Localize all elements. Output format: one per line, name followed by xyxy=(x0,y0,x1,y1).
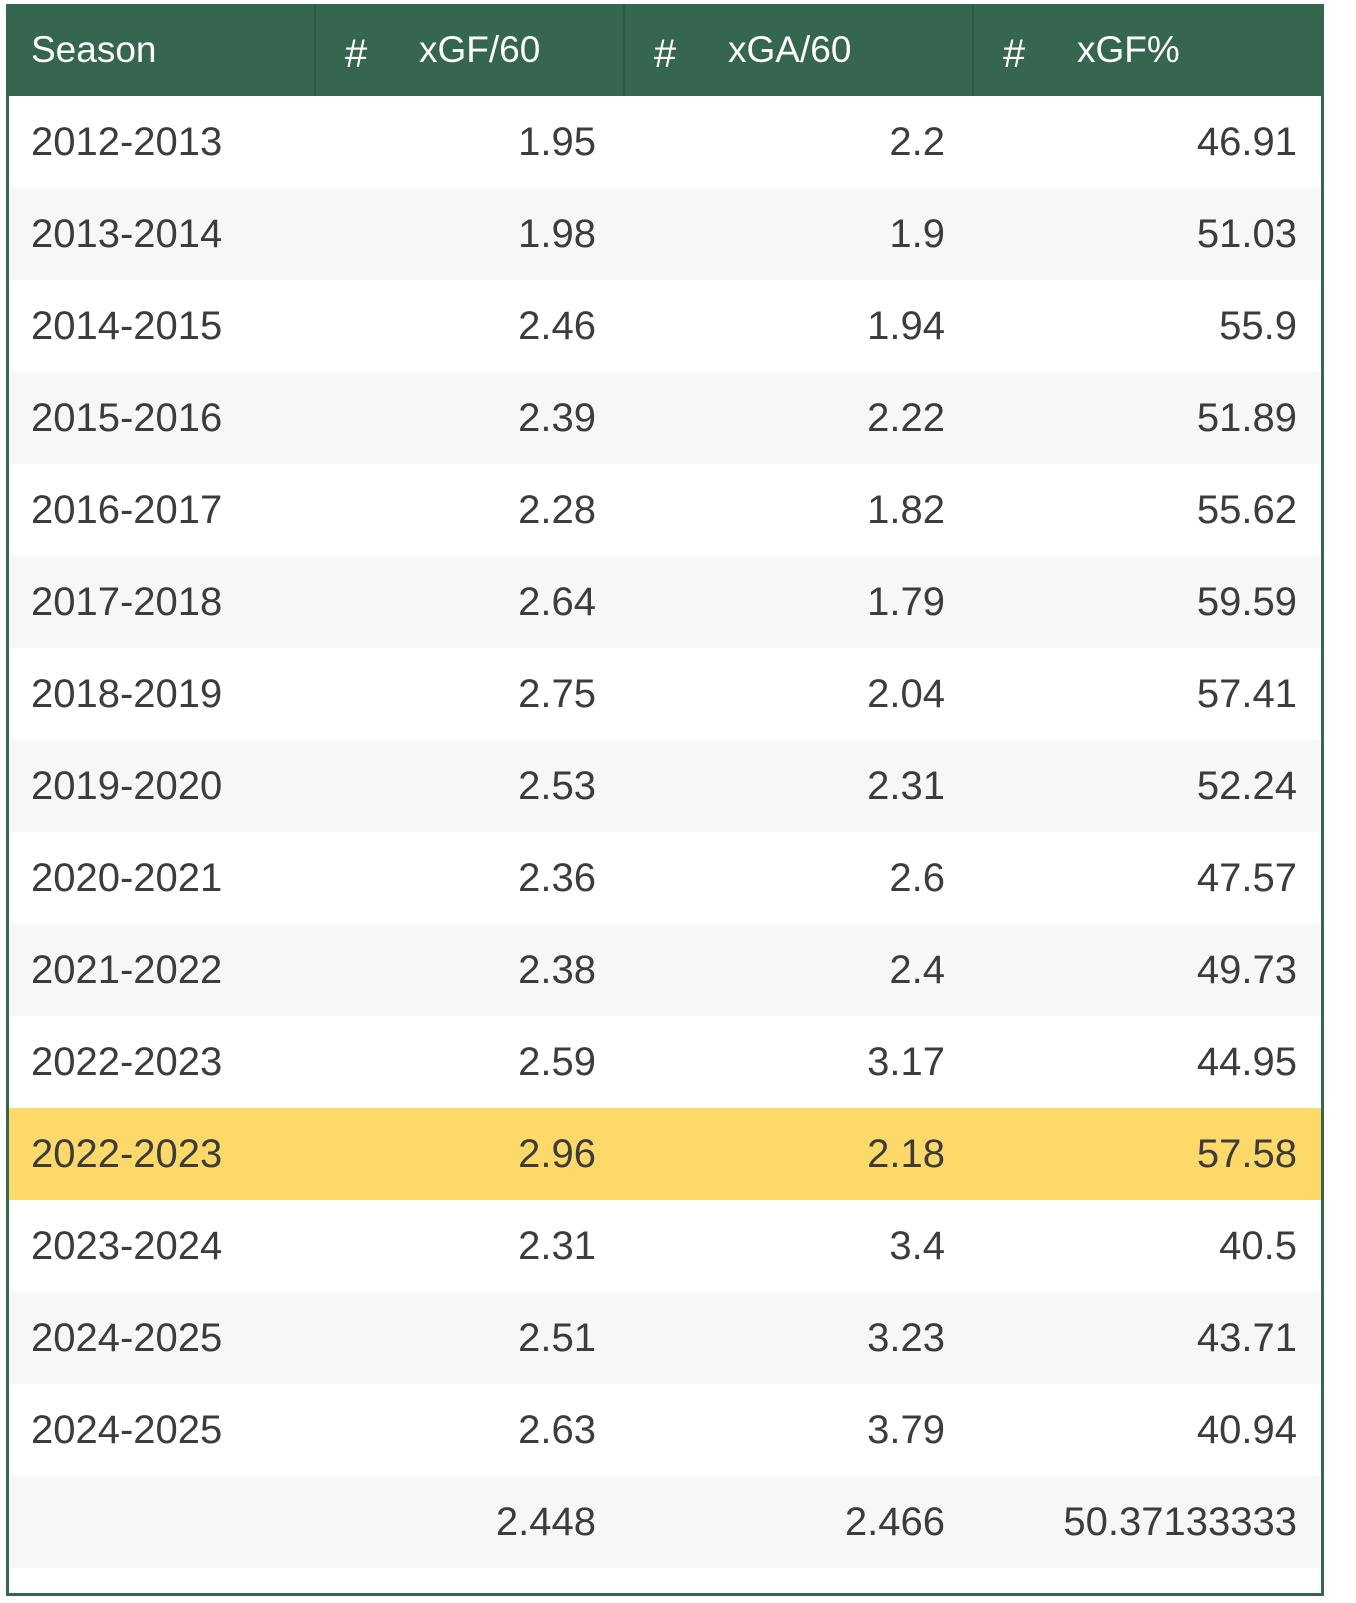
table-row[interactable]: 2016-2017 2.28 1.82 55.62 xyxy=(9,464,1321,556)
xgf60-cell[interactable]: 2.51 xyxy=(518,1316,596,1360)
season-cell[interactable]: 2012-2013 xyxy=(31,120,223,164)
table-row-highlighted[interactable]: 2022-2023 2.96 2.18 57.58 xyxy=(9,1108,1321,1200)
xgf-pct-cell[interactable]: 40.94 xyxy=(1196,1408,1297,1452)
season-cell[interactable]: 2015-2016 xyxy=(31,396,223,440)
xgf60-cell[interactable]: 2.63 xyxy=(518,1408,596,1452)
season-cell[interactable]: 2013-2014 xyxy=(31,212,223,256)
table-row[interactable]: 2021-2022 2.38 2.4 49.73 xyxy=(9,924,1321,1016)
xga60-cell[interactable]: 3.23 xyxy=(867,1316,945,1360)
summary-row[interactable]: 2.448 2.466 50.37133333 xyxy=(9,1476,1321,1568)
xga60-cell[interactable]: 1.82 xyxy=(867,488,945,532)
xgf60-cell[interactable]: 2.75 xyxy=(518,672,596,716)
season-cell[interactable]: 2014-2015 xyxy=(31,304,223,348)
table-row[interactable]: 2022-2023 2.59 3.17 44.95 xyxy=(9,1016,1321,1108)
season-cell[interactable]: 2024-2025 xyxy=(31,1316,223,1360)
xgf-pct-cell[interactable]: 50.37133333 xyxy=(1063,1500,1297,1544)
table-row[interactable]: 2024-2025 2.63 3.79 40.94 xyxy=(9,1384,1321,1476)
xgf-pct-cell[interactable]: 52.24 xyxy=(1196,764,1297,808)
xgf60-cell[interactable]: 2.96 xyxy=(518,1132,596,1176)
table-row[interactable]: 2012-2013 1.95 2.2 46.91 xyxy=(9,96,1321,188)
table-row[interactable]: 2019-2020 2.53 2.31 52.24 xyxy=(9,740,1321,832)
season-cell[interactable]: 2024-2025 xyxy=(31,1408,223,1452)
xgf-pct-cell[interactable]: 55.9 xyxy=(1219,304,1297,348)
table-row[interactable]: 2015-2016 2.39 2.22 51.89 xyxy=(9,372,1321,464)
xgf-pct-cell[interactable]: 51.89 xyxy=(1196,396,1297,440)
table-row[interactable]: 2014-2015 2.46 1.94 55.9 xyxy=(9,280,1321,372)
xgf60-cell[interactable]: 2.36 xyxy=(518,856,596,900)
table-header: Season # xGF/60 # xGA/60 # xGF% xyxy=(9,4,1321,96)
season-cell[interactable]: 2017-2018 xyxy=(31,580,223,624)
xgf-pct-cell[interactable]: 51.03 xyxy=(1196,212,1297,256)
header-season[interactable]: Season xyxy=(31,29,157,70)
xga60-cell[interactable]: 1.9 xyxy=(889,212,945,256)
season-cell[interactable]: 2019-2020 xyxy=(31,764,223,808)
header-divider xyxy=(623,4,625,96)
table-row[interactable]: 2017-2018 2.64 1.79 59.59 xyxy=(9,556,1321,648)
number-type-icon: # xyxy=(345,32,368,76)
xgf60-cell[interactable]: 2.53 xyxy=(518,764,596,808)
xgf60-cell[interactable]: 2.46 xyxy=(518,304,596,348)
xga60-cell[interactable]: 3.4 xyxy=(889,1224,945,1268)
xga60-cell[interactable]: 2.22 xyxy=(867,396,945,440)
header-divider xyxy=(314,4,316,96)
season-cell[interactable]: 2022-2023 xyxy=(31,1132,223,1176)
table-row[interactable]: 2018-2019 2.75 2.04 57.41 xyxy=(9,648,1321,740)
season-cell[interactable]: 2023-2024 xyxy=(31,1224,223,1268)
table-row[interactable]: 2013-2014 1.98 1.9 51.03 xyxy=(9,188,1321,280)
xga60-cell[interactable]: 3.17 xyxy=(867,1040,945,1084)
season-cell[interactable]: 2018-2019 xyxy=(31,672,223,716)
xgf60-cell[interactable]: 2.39 xyxy=(518,396,596,440)
season-cell[interactable]: 2016-2017 xyxy=(31,488,223,532)
season-cell[interactable]: 2020-2021 xyxy=(31,856,223,900)
xga60-cell[interactable]: 2.4 xyxy=(889,948,945,992)
xgf60-cell[interactable]: 2.59 xyxy=(518,1040,596,1084)
xga60-cell[interactable]: 2.466 xyxy=(844,1500,945,1544)
number-type-icon: # xyxy=(654,32,677,76)
header-divider xyxy=(972,4,974,96)
xgf-pct-cell[interactable]: 44.95 xyxy=(1196,1040,1297,1084)
xgf-pct-cell[interactable]: 46.91 xyxy=(1196,120,1297,164)
number-type-icon: # xyxy=(1003,32,1026,76)
data-table: Season # xGF/60 # xGA/60 # xGF% 2012-201… xyxy=(6,4,1324,1596)
xga60-cell[interactable]: 2.04 xyxy=(867,672,945,716)
xgf60-cell[interactable]: 2.448 xyxy=(495,1500,596,1544)
xga60-cell[interactable]: 2.31 xyxy=(867,764,945,808)
table-row[interactable]: 2024-2025 2.51 3.23 43.71 xyxy=(9,1292,1321,1384)
xgf-pct-cell[interactable]: 59.59 xyxy=(1196,580,1297,624)
xga60-cell[interactable]: 1.94 xyxy=(867,304,945,348)
xgf-pct-cell[interactable]: 47.57 xyxy=(1196,856,1297,900)
season-cell[interactable]: 2021-2022 xyxy=(31,948,223,992)
xga60-cell[interactable]: 3.79 xyxy=(867,1408,945,1452)
xgf-pct-cell[interactable]: 57.58 xyxy=(1196,1132,1297,1176)
header-xgf60[interactable]: xGF/60 xyxy=(419,29,541,70)
xgf60-cell[interactable]: 1.98 xyxy=(518,212,596,256)
table-row[interactable]: 2020-2021 2.36 2.6 47.57 xyxy=(9,832,1321,924)
xga60-cell[interactable]: 2.6 xyxy=(889,856,945,900)
xga60-cell[interactable]: 2.2 xyxy=(889,120,945,164)
xgf-pct-cell[interactable]: 55.62 xyxy=(1196,488,1297,532)
xgf60-cell[interactable]: 1.95 xyxy=(518,120,596,164)
xgf60-cell[interactable]: 2.28 xyxy=(518,488,596,532)
xgf-pct-cell[interactable]: 57.41 xyxy=(1196,672,1297,716)
xgf60-cell[interactable]: 2.31 xyxy=(518,1224,596,1268)
season-cell[interactable]: 2022-2023 xyxy=(31,1040,223,1084)
xga60-cell[interactable]: 2.18 xyxy=(867,1132,945,1176)
header-xgf-pct[interactable]: xGF% xyxy=(1077,29,1180,70)
xgf60-cell[interactable]: 2.38 xyxy=(518,948,596,992)
xgf-pct-cell[interactable]: 40.5 xyxy=(1219,1224,1297,1268)
xgf-pct-cell[interactable]: 49.73 xyxy=(1196,948,1297,992)
xgf-pct-cell[interactable]: 43.71 xyxy=(1196,1316,1297,1360)
table-row[interactable]: 2023-2024 2.31 3.4 40.5 xyxy=(9,1200,1321,1292)
xga60-cell[interactable]: 1.79 xyxy=(867,580,945,624)
xgf60-cell[interactable]: 2.64 xyxy=(518,580,596,624)
header-xga60[interactable]: xGA/60 xyxy=(728,29,852,70)
